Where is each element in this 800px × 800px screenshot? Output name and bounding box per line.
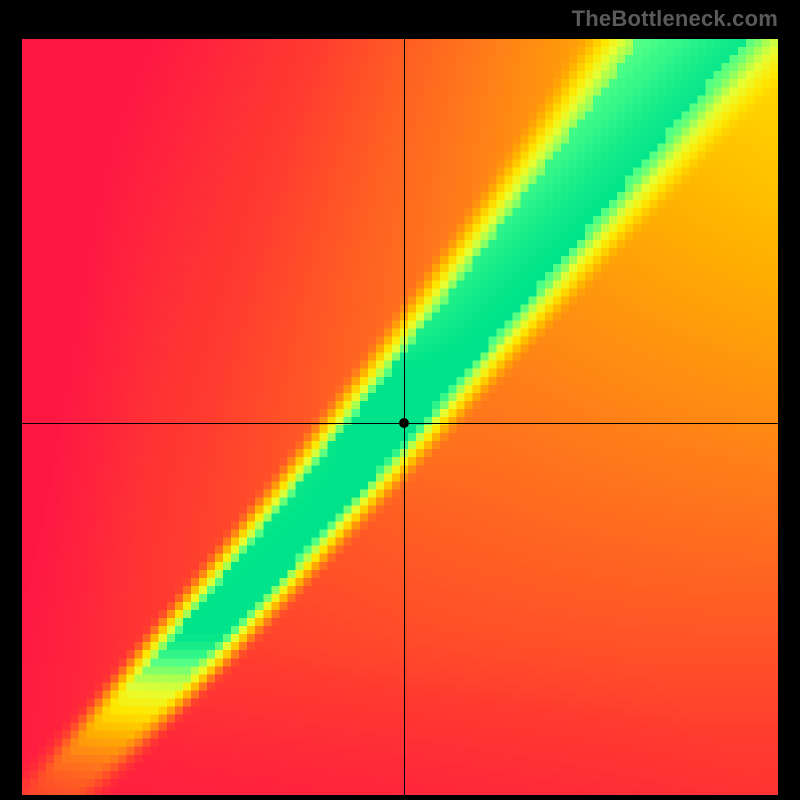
attribution-text: TheBottleneck.com [572,6,778,32]
chart-frame: TheBottleneck.com [0,0,800,800]
heatmap-canvas [22,39,778,795]
plot-area [22,39,778,795]
